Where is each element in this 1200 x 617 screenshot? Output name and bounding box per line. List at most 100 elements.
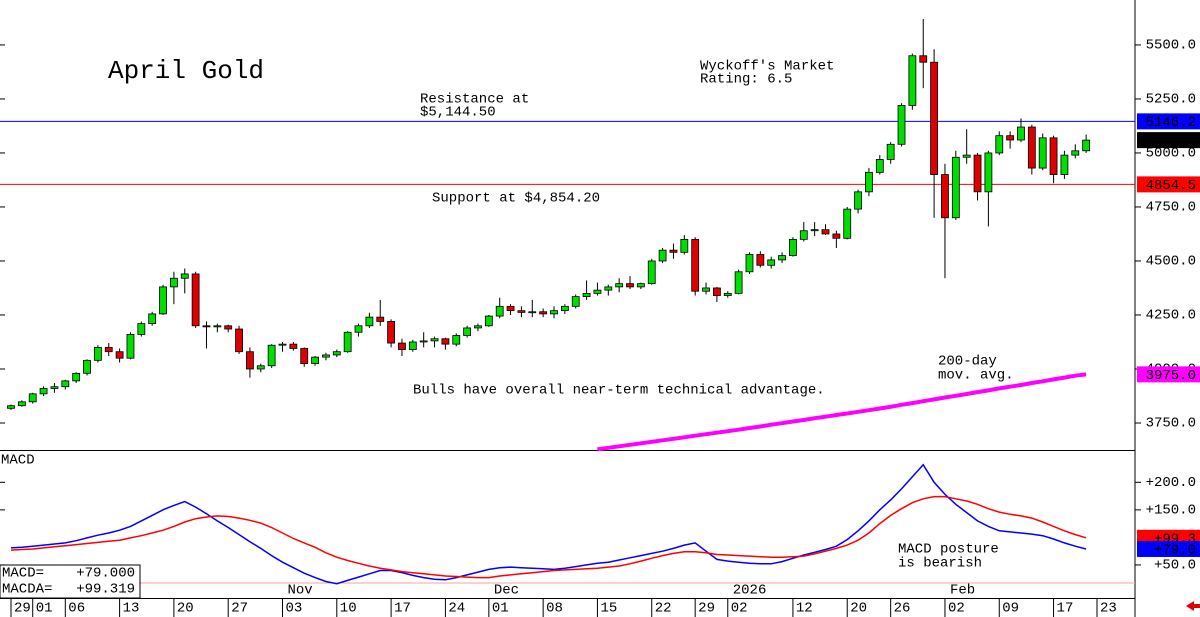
x-tick-label: 08 <box>546 601 563 617</box>
candle-body <box>474 325 482 329</box>
candle-body <box>702 287 710 292</box>
candle-body <box>159 286 167 315</box>
candle-body <box>126 334 135 359</box>
x-tick-label: 22 <box>655 601 672 617</box>
macd-line <box>10 495 1087 579</box>
ma-legend: mov. avg. <box>938 368 1014 384</box>
candle-body <box>408 341 417 350</box>
moving-average <box>597 372 1087 452</box>
candle-body <box>582 292 591 298</box>
candle-body <box>626 283 634 288</box>
x-tick-label: 27 <box>231 601 248 617</box>
x-tick-label: 23 <box>1100 601 1117 617</box>
candle-body <box>28 393 37 403</box>
candle-body <box>854 191 862 210</box>
candle-body <box>50 386 59 389</box>
candle-body <box>246 351 254 370</box>
candle-body <box>1082 139 1091 152</box>
candle-body <box>452 335 461 345</box>
candle-body <box>169 277 178 288</box>
candle-body <box>311 356 319 364</box>
readout-value: +99.319 <box>76 582 135 598</box>
value-box <box>1137 366 1200 383</box>
candle-body <box>778 255 786 261</box>
candle-body <box>61 380 70 388</box>
candle-body <box>365 316 374 327</box>
candle-body <box>723 292 732 296</box>
candle-body <box>886 143 895 160</box>
x-tick-label: 17 <box>394 601 411 617</box>
candle-body <box>789 238 797 256</box>
value-box <box>1137 540 1200 557</box>
y-tick-label: +150.0 <box>1146 503 1196 519</box>
candle-body <box>1049 137 1058 175</box>
readout-value: +79.000 <box>76 566 135 582</box>
candle-body <box>289 343 298 349</box>
month-label: Nov <box>288 583 313 599</box>
candle-body <box>930 61 938 175</box>
x-tick-label: 09 <box>1002 601 1019 617</box>
candle-body <box>984 152 993 193</box>
candle-body <box>680 238 689 253</box>
candle-body <box>713 287 721 296</box>
scroll-arrow <box>1186 601 1200 611</box>
y-tick-label: +50.0 <box>1154 558 1196 574</box>
candle-body <box>387 321 396 344</box>
x-tick-label: 29 <box>698 601 715 617</box>
candle-body <box>1017 126 1025 141</box>
chart-title: April Gold <box>108 56 264 86</box>
support-text: Support at $4,854.20 <box>432 191 600 207</box>
candle-body <box>343 331 352 353</box>
candle-body <box>191 273 200 327</box>
candle-body <box>104 346 113 353</box>
candle-body <box>463 327 472 336</box>
candle-body <box>560 305 569 312</box>
x-tick-label: 17 <box>1057 601 1074 617</box>
x-tick-label: 15 <box>600 601 617 617</box>
candle-body <box>919 55 928 63</box>
candle-body <box>1027 126 1036 169</box>
readout-name: MACD= <box>2 566 44 582</box>
y-tick-label: 4250.0 <box>1146 308 1196 324</box>
candle-body <box>810 229 819 232</box>
month-label: Feb <box>950 583 975 599</box>
x-tick-label: 01 <box>36 601 53 617</box>
candle-body <box>550 310 558 315</box>
x-tick-label: 26 <box>894 601 911 617</box>
macd-annotation: MACD posture <box>898 542 999 558</box>
value-box <box>1137 176 1200 193</box>
candle-body <box>398 342 406 350</box>
candle-body <box>604 286 613 291</box>
y-tick-label: 5250.0 <box>1146 92 1196 108</box>
candle-body <box>647 260 656 285</box>
candle-body <box>745 254 754 273</box>
x-tick-label: 24 <box>448 601 465 617</box>
y-tick-label: 5000.0 <box>1146 146 1196 162</box>
candle-body <box>832 233 841 239</box>
candle-body <box>332 351 341 356</box>
candle-body <box>821 229 830 235</box>
month-label: 2026 <box>733 583 767 599</box>
candle-body <box>278 343 287 346</box>
candle-body <box>941 174 949 219</box>
y-tick-label: 5500.0 <box>1146 38 1196 54</box>
x-tick-label: 20 <box>177 601 194 617</box>
resistance-text: $5,144.50 <box>420 105 496 121</box>
candle-body <box>441 338 450 345</box>
x-tick-label: 02 <box>731 601 748 617</box>
x-tick-label: 02 <box>948 601 965 617</box>
value-label: 3975.0 <box>1146 368 1196 384</box>
candle-body <box>1006 135 1015 141</box>
candle-body <box>1060 154 1069 175</box>
candle-body <box>636 283 645 288</box>
candle-body <box>1071 150 1080 156</box>
candle-body <box>767 259 776 266</box>
x-tick-label: 12 <box>796 601 813 617</box>
candle-body <box>39 388 48 395</box>
candle-body <box>148 313 157 325</box>
candle-body <box>430 338 439 342</box>
value-box <box>1137 113 1200 130</box>
x-tick-label: 03 <box>286 601 303 617</box>
